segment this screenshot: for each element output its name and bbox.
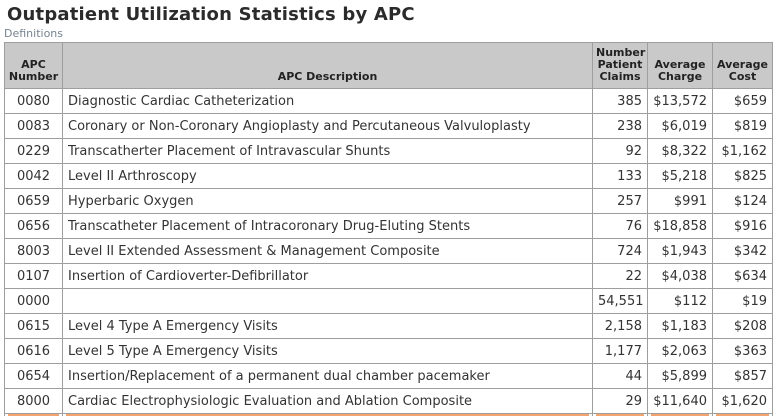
average-cost-cell: $342 — [712, 238, 773, 264]
patient-claims-cell: 1,177 — [592, 338, 648, 364]
patient-claims-cell: 54,551 — [592, 288, 648, 314]
apc-description-cell: Cardiac Electrophysiologic Evaluation an… — [62, 388, 593, 414]
average-charge-cell: $8,322 — [647, 138, 713, 164]
column-header-number-patient-claims: Number Patient Claims — [592, 42, 648, 89]
page-title: Outpatient Utilization Statistics by APC — [7, 4, 415, 25]
apc-description-cell: Insertion/Replacement of a permanent dua… — [62, 363, 593, 389]
table-row[interactable]: 0659 Hyperbaric Oxygen 257 $991 $124 — [4, 188, 773, 214]
table-header: APC Number APC Description Number Patien… — [4, 42, 773, 89]
apc-statistics-table: APC Number APC Description Number Patien… — [4, 42, 773, 416]
apc-description-cell: Hyperbaric Oxygen — [62, 188, 593, 214]
patient-claims-cell: 385 — [592, 88, 648, 114]
apc-number-cell: 0654 — [4, 363, 63, 389]
average-cost-cell: $19 — [712, 288, 773, 314]
table-row[interactable]: 0083 Coronary or Non-Coronary Angioplast… — [4, 113, 773, 139]
apc-description-cell: Insertion of Cardioverter-Defibrillator — [62, 263, 593, 289]
table-row[interactable]: 0654 Insertion/Replacement of a permanen… — [4, 363, 773, 389]
average-cost-cell: $659 — [712, 88, 773, 114]
column-header-apc-description: APC Description — [62, 42, 593, 89]
apc-description-cell: Diagnostic Cardiac Catheterization — [62, 88, 593, 114]
patient-claims-cell: 724 — [592, 238, 648, 264]
average-cost-cell: $857 — [712, 363, 773, 389]
average-charge-cell: $991 — [647, 188, 713, 214]
average-charge-cell: $1,943 — [647, 238, 713, 264]
apc-description-cell: Coronary or Non-Coronary Angioplasty and… — [62, 113, 593, 139]
apc-number-cell: 0000 — [4, 288, 63, 314]
apc-number-cell: 0615 — [4, 313, 63, 339]
patient-claims-cell: 76 — [592, 213, 648, 239]
apc-number-cell: 0656 — [4, 213, 63, 239]
patient-claims-cell: 22 — [592, 263, 648, 289]
patient-claims-cell: 44 — [592, 363, 648, 389]
apc-description-cell: Transcatherter Placement of Intravascula… — [62, 138, 593, 164]
average-cost-cell: $916 — [712, 213, 773, 239]
average-charge-cell: $5,899 — [647, 363, 713, 389]
patient-claims-cell: 238 — [592, 113, 648, 139]
average-cost-cell: $1,162 — [712, 138, 773, 164]
definitions-link[interactable]: Definitions — [4, 27, 63, 40]
apc-number-cell: 0107 — [4, 263, 63, 289]
apc-number-cell: 0042 — [4, 163, 63, 189]
average-charge-cell: $5,218 — [647, 163, 713, 189]
average-cost-cell: $57 — [712, 413, 773, 416]
apc-description-cell: Level II Extended Assessment & Managemen… — [62, 238, 593, 264]
table-body: 0080 Diagnostic Cardiac Catheterization … — [4, 88, 773, 416]
patient-claims-cell: 257 — [592, 188, 648, 214]
table-row[interactable]: 0080 Diagnostic Cardiac Catheterization … — [4, 88, 773, 114]
column-header-average-cost: Average Cost — [712, 42, 773, 89]
average-cost-cell: $1,620 — [712, 388, 773, 414]
column-header-average-charge: Average Charge — [647, 42, 713, 89]
apc-number-cell: 0083 — [4, 113, 63, 139]
average-charge-cell: $4,038 — [647, 263, 713, 289]
patient-claims-cell: 133 — [592, 163, 648, 189]
average-charge-cell: $13,572 — [647, 88, 713, 114]
apc-description-cell: Level 5 Type A Emergency Visits — [62, 338, 593, 364]
average-charge-cell: $2,063 — [647, 338, 713, 364]
table-row[interactable]: 8003 Level II Extended Assessment & Mana… — [4, 238, 773, 264]
apc-number-cell: 0659 — [4, 188, 63, 214]
apc-description-cell: Level 4 Type A Emergency Visits — [62, 313, 593, 339]
apc-number-cell: 0229 — [4, 138, 63, 164]
average-charge-cell: $112 — [647, 288, 713, 314]
table-row[interactable]: 0615 Level 4 Type A Emergency Visits 2,1… — [4, 313, 773, 339]
average-cost-cell: $208 — [712, 313, 773, 339]
average-cost-cell: $124 — [712, 188, 773, 214]
apc-description-cell — [62, 288, 593, 314]
table-row[interactable]: 0229 Transcatherter Placement of Intrava… — [4, 138, 773, 164]
average-charge-cell: $1,183 — [647, 313, 713, 339]
table-row[interactable]: 0616 Level 5 Type A Emergency Visits 1,1… — [4, 338, 773, 364]
table-row[interactable]: 0107 Insertion of Cardioverter-Defibrill… — [4, 263, 773, 289]
apc-number-cell: 0080 — [4, 88, 63, 114]
average-charge-cell: $6,019 — [647, 113, 713, 139]
average-cost-cell: $819 — [712, 113, 773, 139]
apc-number-cell: 0616 — [4, 338, 63, 364]
apc-number-cell: 8000 — [4, 388, 63, 414]
average-charge-cell: $11,640 — [647, 388, 713, 414]
table-row[interactable]: 0656 Transcatheter Placement of Intracor… — [4, 213, 773, 239]
table-row[interactable]: 8000 Cardiac Electrophysiologic Evaluati… — [4, 388, 773, 414]
column-header-apc-number: APC Number — [4, 42, 63, 89]
apc-description-cell: Transcatheter Placement of Intracoronary… — [62, 213, 593, 239]
patient-claims-cell: 2,158 — [592, 313, 648, 339]
apc-description-cell: Level II Arthroscopy — [62, 163, 593, 189]
average-cost-cell: $634 — [712, 263, 773, 289]
table-header-row: APC Number APC Description Number Patien… — [4, 42, 773, 89]
table-row[interactable]: 0042 Level II Arthroscopy 133 $5,218 $82… — [4, 163, 773, 189]
patient-claims-cell: 29 — [592, 388, 648, 414]
average-charge-cell: $18,858 — [647, 213, 713, 239]
patient-claims-cell: 92 — [592, 138, 648, 164]
table-row[interactable]: 0000 54,551 $112 $19 — [4, 288, 773, 314]
table-row[interactable]: 0332 Computed Tomography without Contras… — [4, 413, 773, 416]
average-cost-cell: $825 — [712, 163, 773, 189]
average-cost-cell: $363 — [712, 338, 773, 364]
apc-number-cell: 8003 — [4, 238, 63, 264]
